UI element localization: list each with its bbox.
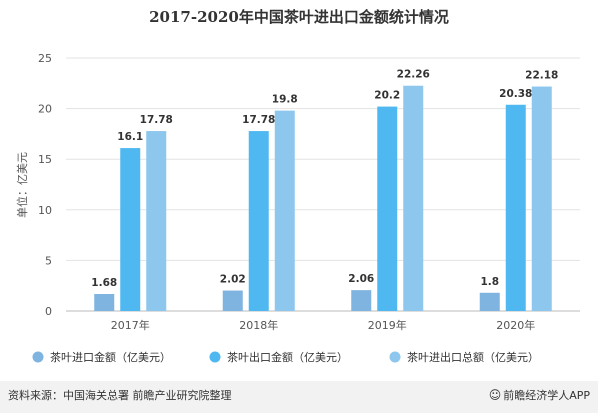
bar: [531, 86, 552, 312]
x-tick-label: 2020年: [496, 318, 535, 332]
data-label: 16.1: [117, 131, 143, 143]
bar: [274, 110, 295, 312]
legend-item: 茶叶进口金额（亿美元）: [32, 350, 171, 364]
x-axis-ticks: 2017年 2018年 2019年 2020年: [111, 318, 536, 332]
y-tick-label: 0: [45, 305, 52, 318]
legend: 茶叶进口金额（亿美元） 茶叶出口金额（亿美元） 茶叶进出口总额（亿美元）: [32, 350, 539, 364]
data-label: 20.38: [499, 88, 532, 100]
data-label: 22.26: [397, 69, 430, 81]
x-tick-label: 2017年: [111, 318, 150, 332]
data-label: 1.8: [480, 276, 499, 288]
y-tick-label: 15: [38, 153, 52, 166]
bar: [351, 290, 372, 311]
chart-title: 2017-2020年中国茶叶进出口金额统计情况: [149, 8, 449, 26]
y-axis-ticks: 0 5 10 15 20 25: [38, 52, 52, 318]
bar-chart: 0 5 10 15 20 25 单位：亿美元 1.68 16.1 17.78 2.02 17.78…: [15, 52, 580, 364]
bar: [377, 106, 398, 312]
bars: [94, 85, 552, 312]
brand: ☺ 前瞻经济学人APP: [489, 387, 590, 403]
bar: [248, 131, 269, 311]
data-label: 19.8: [272, 94, 298, 106]
x-tick-label: 2018年: [239, 318, 278, 332]
bar: [403, 85, 424, 312]
footer: 资料来源：中国海关总署 前瞻产业研究院整理 ☺ 前瞻经济学人APP: [0, 381, 598, 413]
bar: [120, 148, 141, 311]
x-tick-label: 2019年: [368, 318, 407, 332]
brand-logo-icon: ☺: [488, 388, 502, 402]
y-tick-label: 10: [38, 204, 52, 217]
data-label: 17.78: [140, 114, 173, 126]
source-note: 资料来源：中国海关总署 前瞻产业研究院整理: [8, 389, 232, 402]
legend-swatch: [389, 351, 401, 363]
y-tick-label: 20: [38, 103, 52, 116]
legend-item: 茶叶出口金额（亿美元）: [209, 350, 348, 364]
data-labels: 1.68 16.1 17.78 2.02 17.78 19.8 2.06 20.2 22.26 1…: [91, 69, 558, 289]
bar: [222, 290, 243, 311]
brand-name: 前瞻经济学人APP: [503, 389, 590, 402]
y-axis-title: 单位：亿美元: [15, 152, 29, 218]
legend-label: 茶叶出口金额（亿美元）: [227, 350, 348, 364]
y-tick-label: 5: [45, 254, 52, 267]
legend-label: 茶叶进出口总额（亿美元）: [407, 350, 539, 364]
data-label: 17.78: [242, 114, 275, 126]
legend-swatch: [32, 351, 44, 363]
data-label: 1.68: [91, 277, 117, 289]
bar: [146, 131, 167, 311]
legend-swatch: [209, 351, 221, 363]
legend-item: 茶叶进出口总额（亿美元）: [389, 350, 539, 364]
data-label: 2.06: [348, 273, 374, 285]
bar: [479, 292, 500, 311]
bar: [94, 293, 115, 311]
data-label: 20.2: [374, 90, 400, 102]
bar: [505, 104, 526, 312]
data-label: 22.18: [525, 70, 558, 82]
legend-label: 茶叶进口金额（亿美元）: [50, 350, 171, 364]
y-tick-label: 25: [38, 52, 52, 65]
data-label: 2.02: [220, 274, 246, 286]
